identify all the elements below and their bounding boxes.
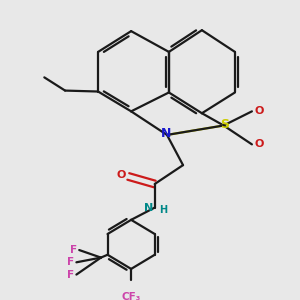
Text: N: N [144, 202, 154, 213]
Text: O: O [255, 140, 264, 149]
Text: N: N [160, 127, 171, 140]
Text: S: S [220, 118, 230, 130]
Text: CF₃: CF₃ [122, 292, 141, 300]
Text: F: F [67, 257, 74, 267]
Text: O: O [255, 106, 264, 116]
Text: F: F [67, 270, 74, 280]
Text: H: H [159, 206, 167, 215]
Text: F: F [70, 245, 77, 255]
Text: O: O [116, 170, 126, 180]
